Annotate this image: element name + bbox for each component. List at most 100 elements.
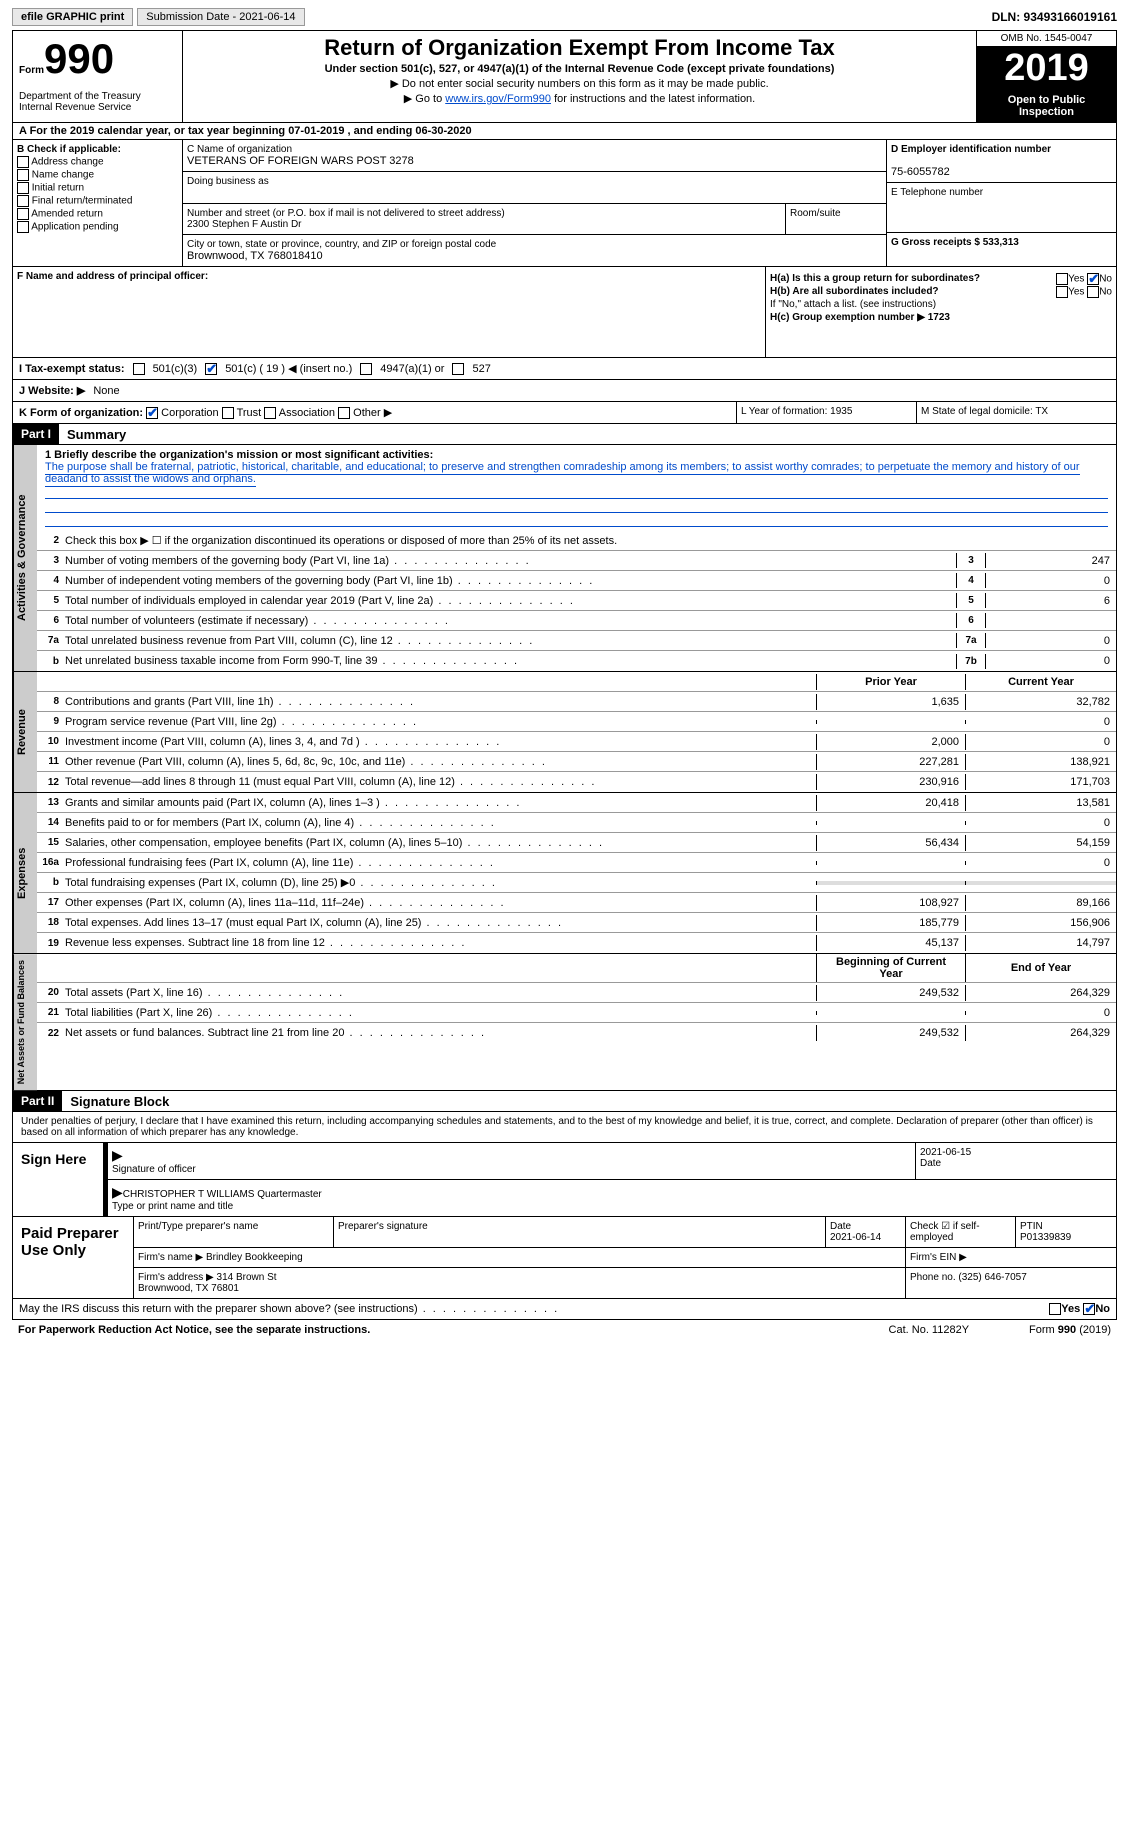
line-text: Other expenses (Part IX, column (A), lin… bbox=[65, 895, 816, 911]
curr-val: 54,159 bbox=[966, 835, 1116, 851]
line-val: 247 bbox=[986, 553, 1116, 569]
firm-ein: Firm's EIN ▶ bbox=[906, 1248, 1116, 1267]
topbar: efile GRAPHIC print Submission Date - 20… bbox=[12, 8, 1117, 26]
prior-val: 249,532 bbox=[816, 985, 966, 1001]
line-text: Program service revenue (Part VIII, line… bbox=[65, 714, 816, 730]
line-box: 6 bbox=[956, 613, 986, 628]
curr-hdr: Current Year bbox=[966, 674, 1116, 690]
cb-final[interactable] bbox=[17, 195, 29, 207]
i-label: I Tax-exempt status: bbox=[19, 363, 125, 375]
line-text: Total number of individuals employed in … bbox=[65, 593, 956, 609]
hc-label: H(c) Group exemption number ▶ 1723 bbox=[770, 312, 950, 323]
omb-no: OMB No. 1545-0047 bbox=[977, 31, 1116, 47]
paid-preparer-block: Paid Preparer Use Only Print/Type prepar… bbox=[12, 1217, 1117, 1299]
line-text: Total assets (Part X, line 16) bbox=[65, 985, 816, 1001]
cb-corp[interactable] bbox=[146, 407, 158, 419]
sign-here-label: Sign Here bbox=[13, 1143, 103, 1216]
goto-link[interactable]: www.irs.gov/Form990 bbox=[445, 93, 551, 105]
line-box: 3 bbox=[956, 553, 986, 568]
city-label: City or town, state or province, country… bbox=[187, 239, 496, 250]
line-text: Total number of volunteers (estimate if … bbox=[65, 613, 956, 629]
curr-val: 156,906 bbox=[966, 915, 1116, 931]
addr-val: 2300 Stephen F Austin Dr bbox=[187, 219, 302, 230]
d-label: D Employer identification number bbox=[891, 144, 1051, 155]
print-name-label: Print/Type preparer's name bbox=[134, 1217, 334, 1247]
curr-val: 0 bbox=[966, 855, 1116, 871]
date-label: Date bbox=[920, 1158, 941, 1169]
curr-val: 264,329 bbox=[966, 985, 1116, 1001]
curr-val: 14,797 bbox=[966, 935, 1116, 951]
cb-501c-other[interactable] bbox=[205, 363, 217, 375]
cb-name-change[interactable] bbox=[17, 169, 29, 181]
curr-val: 13,581 bbox=[966, 795, 1116, 811]
cb-amended[interactable] bbox=[17, 208, 29, 220]
curr-val: 0 bbox=[966, 1005, 1116, 1021]
line-text: Benefits paid to or for members (Part IX… bbox=[65, 815, 816, 831]
discuss-text: May the IRS discuss this return with the… bbox=[19, 1303, 559, 1315]
row-a-period: A For the 2019 calendar year, or tax yea… bbox=[12, 123, 1117, 140]
ptin: P01339839 bbox=[1020, 1232, 1071, 1243]
end-hdr: End of Year bbox=[966, 960, 1116, 976]
vtab-rev: Revenue bbox=[13, 672, 37, 792]
curr-val: 32,782 bbox=[966, 694, 1116, 710]
hb-no[interactable] bbox=[1087, 286, 1099, 298]
room-suite: Room/suite bbox=[786, 204, 886, 234]
cb-initial[interactable] bbox=[17, 182, 29, 194]
line-text: Number of voting members of the governin… bbox=[65, 553, 956, 569]
ein: 75-6055782 bbox=[891, 166, 950, 178]
cb-other[interactable] bbox=[338, 407, 350, 419]
city-val: Brownwood, TX 768018410 bbox=[187, 250, 323, 262]
vtab-gov: Activities & Governance bbox=[13, 445, 37, 671]
form-prefix: Form bbox=[19, 65, 44, 76]
line-text: Total fundraising expenses (Part IX, col… bbox=[65, 874, 816, 891]
curr-val: 264,329 bbox=[966, 1025, 1116, 1041]
officer-name: CHRISTOPHER T WILLIAMS Quartermaster bbox=[123, 1189, 322, 1200]
self-emp: Check ☑ if self-employed bbox=[906, 1217, 1016, 1247]
line-val: 0 bbox=[986, 653, 1116, 669]
sign-here-block: Sign Here ▶Signature of officer 2021-06-… bbox=[12, 1143, 1117, 1217]
tax-year: 2019 bbox=[977, 47, 1116, 90]
discuss-no[interactable] bbox=[1083, 1303, 1095, 1315]
line-text: Grants and similar amounts paid (Part IX… bbox=[65, 795, 816, 811]
fgh-row: F Name and address of principal officer:… bbox=[12, 267, 1117, 358]
prior-hdr: Prior Year bbox=[816, 674, 966, 690]
col-b-header: B Check if applicable: bbox=[17, 144, 121, 155]
nossn-line: ▶ Do not enter social security numbers o… bbox=[189, 77, 970, 90]
sig-date: 2021-06-15 bbox=[920, 1147, 971, 1158]
section-netassets: Net Assets or Fund Balances Beginning of… bbox=[12, 954, 1117, 1091]
line-text: Contributions and grants (Part VIII, lin… bbox=[65, 694, 816, 710]
prior-val: 45,137 bbox=[816, 935, 966, 951]
cb-501c3[interactable] bbox=[133, 363, 145, 375]
j-row: J Website: ▶ None bbox=[12, 380, 1117, 402]
j-label: J Website: ▶ bbox=[19, 384, 85, 397]
part2-header: Part II Signature Block bbox=[12, 1091, 1117, 1112]
hb-yes[interactable] bbox=[1056, 286, 1068, 298]
prep-date: 2021-06-14 bbox=[830, 1232, 881, 1243]
line-text: Net unrelated business taxable income fr… bbox=[65, 653, 956, 669]
prep-sig-label: Preparer's signature bbox=[334, 1217, 826, 1247]
m-state: M State of legal domicile: TX bbox=[916, 402, 1116, 423]
efile-print-btn[interactable]: efile GRAPHIC print bbox=[12, 8, 133, 26]
cb-4947[interactable] bbox=[360, 363, 372, 375]
ha-yes[interactable] bbox=[1056, 273, 1068, 285]
line-text: Number of independent voting members of … bbox=[65, 573, 956, 589]
form-number: 990 bbox=[44, 35, 114, 82]
cb-addr-change[interactable] bbox=[17, 156, 29, 168]
main-info-grid: B Check if applicable: Address change Na… bbox=[12, 140, 1117, 267]
prior-val bbox=[816, 821, 966, 825]
line-text: Total unrelated business revenue from Pa… bbox=[65, 633, 956, 649]
form-header: Form990 Department of the Treasury Inter… bbox=[12, 30, 1117, 123]
type-name-label: Type or print name and title bbox=[112, 1201, 233, 1212]
line-val bbox=[986, 619, 1116, 623]
section-revenue: Revenue Prior YearCurrent Year 8Contribu… bbox=[12, 672, 1117, 793]
ha-no[interactable] bbox=[1087, 273, 1099, 285]
discuss-yes[interactable] bbox=[1049, 1303, 1061, 1315]
f-label: F Name and address of principal officer: bbox=[17, 271, 208, 282]
title: Return of Organization Exempt From Incom… bbox=[189, 35, 970, 61]
cb-527[interactable] bbox=[452, 363, 464, 375]
cb-trust[interactable] bbox=[222, 407, 234, 419]
cb-assoc[interactable] bbox=[264, 407, 276, 419]
g-label: G Gross receipts $ 533,313 bbox=[891, 237, 1019, 248]
prior-val: 227,281 bbox=[816, 754, 966, 770]
cb-app-pending[interactable] bbox=[17, 221, 29, 233]
